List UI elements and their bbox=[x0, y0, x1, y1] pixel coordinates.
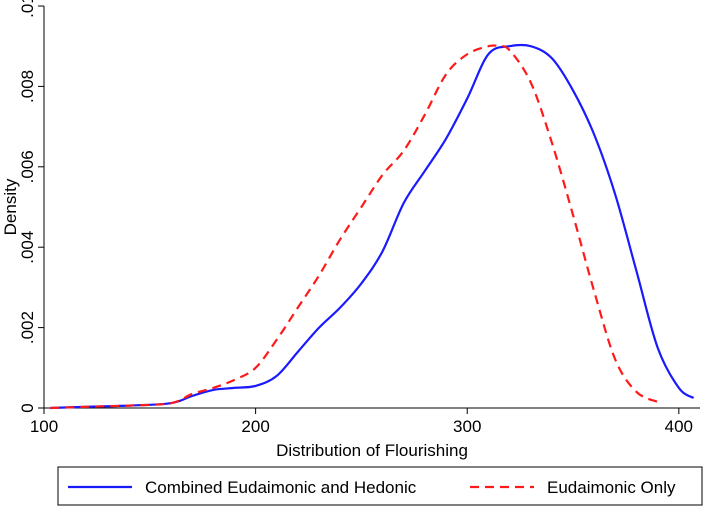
y-tick-label: 0 bbox=[18, 403, 37, 412]
x-axis-title: Distribution of Flourishing bbox=[276, 441, 468, 460]
x-tick-label: 400 bbox=[665, 417, 693, 436]
y-tick-label: .002 bbox=[18, 311, 37, 344]
legend-label: Eudaimonic Only bbox=[547, 478, 676, 497]
legend-label: Combined Eudaimonic and Hedonic bbox=[145, 478, 417, 497]
series-line-eudaimonic-only bbox=[50, 44, 659, 410]
y-ticks: 0 .002 .004 .006 .008 .01 bbox=[18, 0, 44, 413]
x-tick-label: 300 bbox=[453, 417, 481, 436]
y-tick-label: .004 bbox=[18, 231, 37, 264]
y-tick-label: .01 bbox=[18, 0, 37, 18]
x-ticks: 100 200 300 400 bbox=[30, 408, 693, 436]
series-line-combined bbox=[50, 43, 695, 410]
x-tick-label: 100 bbox=[30, 417, 58, 436]
x-tick-label: 200 bbox=[241, 417, 269, 436]
series-lines bbox=[50, 43, 695, 410]
y-axis-title: Density bbox=[1, 178, 20, 235]
legend: Combined Eudaimonic and Hedonic Eudaimoni… bbox=[57, 466, 703, 506]
plot-area: 100 200 300 400 0 .002 .004 .006 .008 .01 bbox=[18, 0, 700, 436]
legend-items: Combined Eudaimonic and Hedonic Eudaimoni… bbox=[68, 478, 676, 497]
y-tick-label: .008 bbox=[18, 70, 37, 103]
legend-box bbox=[57, 466, 703, 506]
y-tick-label: .006 bbox=[18, 150, 37, 183]
